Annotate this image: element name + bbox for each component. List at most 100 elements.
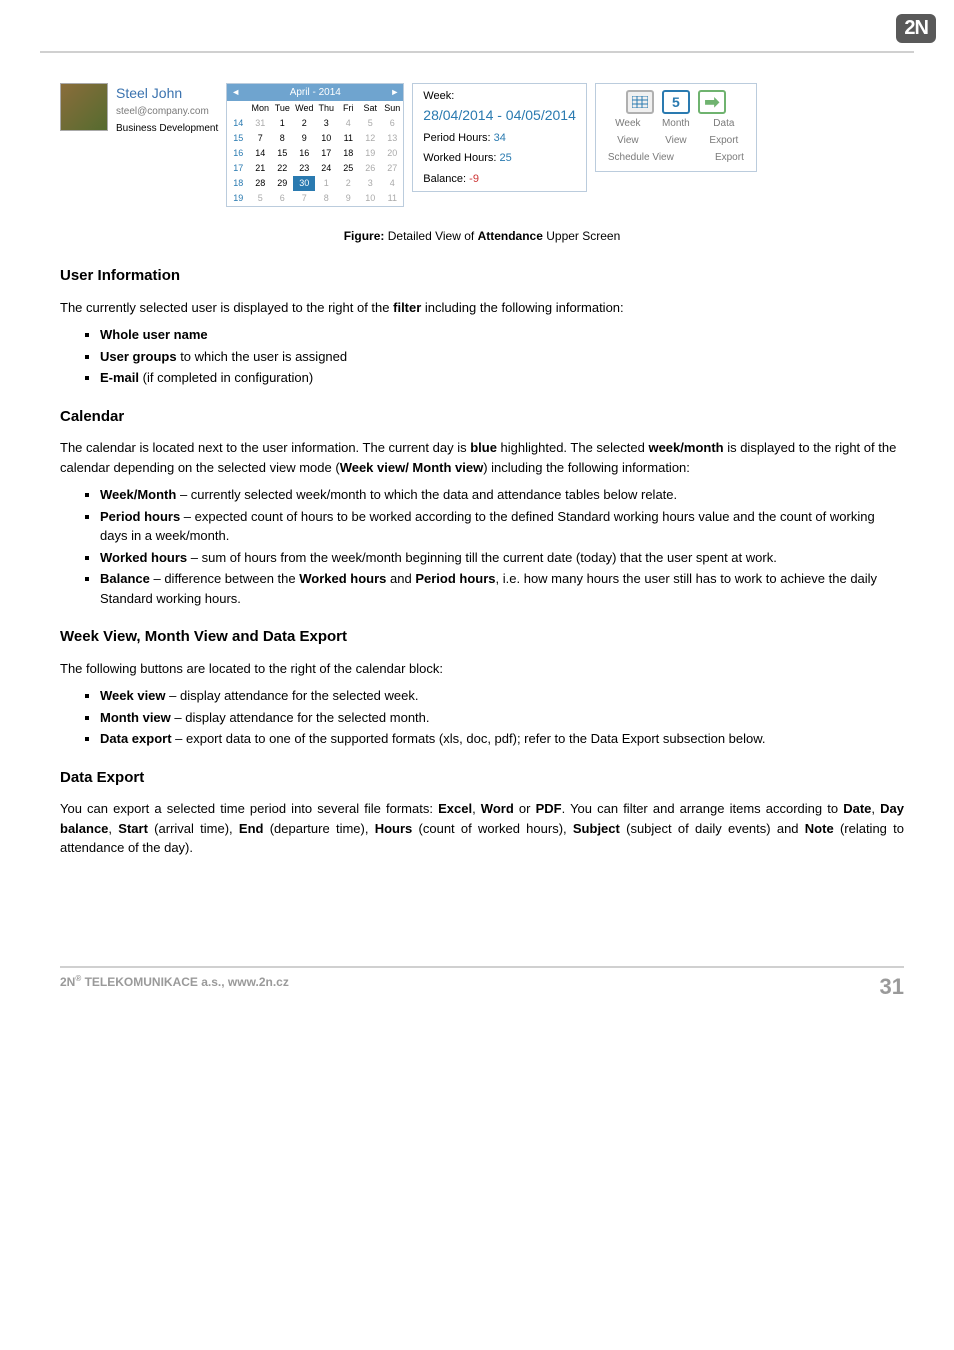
calendar-day[interactable]: 7 [249,131,271,146]
calendar-day[interactable]: 14 [249,146,271,161]
calendar-day[interactable]: 24 [315,161,337,176]
week-number: 17 [227,161,249,176]
top-bar: 2N [0,0,954,51]
avatar [60,83,108,131]
views-list: Week view – display attendance for the s… [100,686,904,749]
calendar-day[interactable]: 9 [337,191,359,206]
calendar-day[interactable]: 9 [293,131,315,146]
calendar-day[interactable]: 3 [359,176,381,191]
calendar-day[interactable]: 4 [381,176,403,191]
wd: Fri [337,101,359,116]
user-text: Steel John steel@company.com Business De… [116,83,218,136]
calendar-day[interactable]: 3 [315,116,337,131]
week-number: 19 [227,191,249,206]
calendar-day[interactable]: 31 [249,116,271,131]
page-number: 31 [880,974,904,1000]
calendar-day[interactable]: 5 [249,191,271,206]
calendar-day[interactable]: 10 [315,131,337,146]
footer-left: 2N® TELEKOMUNIKACE a.s., www.2n.cz [60,974,289,1000]
week-number: 15 [227,131,249,146]
list-item: User groups to which the user is assigne… [100,347,904,367]
wd: Sat [359,101,381,116]
export-paragraph: You can export a selected time period in… [60,799,904,858]
heading-calendar: Calendar [60,406,904,429]
calendar-row: 182829301234 [227,176,403,191]
calendar-day[interactable]: 23 [293,161,315,176]
calendar-day[interactable]: 17 [315,146,337,161]
calendar-day[interactable]: 11 [337,131,359,146]
page-footer: 2N® TELEKOMUNIKACE a.s., www.2n.cz 31 [0,966,954,1020]
calendar-day[interactable]: 1 [271,116,293,131]
calendar-day[interactable]: 22 [271,161,293,176]
calendar-row: 1614151617181920 [227,146,403,161]
list-item: Data export – export data to one of the … [100,729,904,749]
userinfo-list: Whole user name User groups to which the… [100,325,904,388]
calendar-day[interactable]: 18 [337,146,359,161]
week-number: 18 [227,176,249,191]
calendar-day[interactable]: 13 [381,131,403,146]
export-label-1: Export [704,133,744,148]
user-group: Business Development [116,121,218,136]
calendar-paragraph: The calendar is located next to the user… [60,438,904,477]
calendar-day[interactable]: 6 [381,116,403,131]
wd: Wed [293,101,315,116]
calendar-day[interactable]: 15 [271,146,293,161]
calendar-day[interactable]: 7 [293,191,315,206]
calendar-block: ◄ April - 2014 ► Mon Tue Wed Thu Fri Sat… [226,83,404,207]
calendar-table: Mon Tue Wed Thu Fri Sat Sun 143112345615… [227,101,403,206]
calendar-row: 1431123456 [227,116,403,131]
calendar-header: ◄ April - 2014 ► [227,84,403,101]
balance: Balance: -9 [423,171,576,188]
month-view-icon[interactable]: 5 [662,90,690,114]
calendar-day[interactable]: 6 [271,191,293,206]
calendar-day[interactable]: 2 [293,116,315,131]
views-paragraph: The following buttons are located to the… [60,659,904,679]
calendar-day[interactable]: 29 [271,176,293,191]
calendar-day[interactable]: 20 [381,146,403,161]
user-info-block: Steel John steel@company.com Business De… [60,83,218,136]
calendar-day[interactable]: 26 [359,161,381,176]
attendance-screenshot: Steel John steel@company.com Business De… [60,83,904,207]
calendar-day[interactable]: 25 [337,161,359,176]
calendar-day[interactable]: 8 [315,191,337,206]
calendar-day[interactable]: 19 [359,146,381,161]
calendar-day[interactable]: 28 [249,176,271,191]
calendar-day[interactable]: 8 [271,131,293,146]
list-item: Worked hours – sum of hours from the wee… [100,548,904,568]
view-label-2: View [656,133,696,148]
figure-caption: Figure: Detailed View of Attendance Uppe… [60,227,904,245]
calendar-day[interactable]: 10 [359,191,381,206]
heading-views: Week View, Month View and Data Export [60,626,904,649]
week-title: Week: [423,88,576,105]
list-item: E-mail (if completed in configuration) [100,368,904,388]
heading-user-info: User Information [60,265,904,288]
list-item: Whole user name [100,325,904,345]
week-label: Week [608,116,648,131]
week-view-icon[interactable] [626,90,654,114]
period-hours: Period Hours: 34 [423,130,576,147]
calendar-day[interactable]: 4 [337,116,359,131]
calendar-day[interactable]: 27 [381,161,403,176]
calendar-day[interactable]: 5 [359,116,381,131]
view-label-1: View [608,133,648,148]
cal-prev-icon[interactable]: ◄ [231,86,240,100]
calendar-day[interactable]: 12 [359,131,381,146]
calendar-day[interactable]: 2 [337,176,359,191]
list-item: Week/Month – currently selected week/mon… [100,485,904,505]
data-export-icon[interactable]: ➡ [698,90,726,114]
list-item: Balance – difference between the Worked … [100,569,904,608]
week-range: 28/04/2014 - 04/05/2014 [423,105,576,126]
calendar-day[interactable]: 11 [381,191,403,206]
calendar-day[interactable]: 21 [249,161,271,176]
list-item: Period hours – expected count of hours t… [100,507,904,546]
list-item: Week view – display attendance for the s… [100,686,904,706]
heading-data-export: Data Export [60,767,904,790]
view-buttons-block: 5 ➡ Week Month Data View View Export Sch… [595,83,757,172]
cal-next-icon[interactable]: ► [390,86,399,100]
calendar-day[interactable]: 30 [293,176,315,191]
export-label-2: Export [715,150,744,165]
calendar-day[interactable]: 16 [293,146,315,161]
calendar-day[interactable]: 1 [315,176,337,191]
month-label: Month [656,116,696,131]
week-number: 14 [227,116,249,131]
